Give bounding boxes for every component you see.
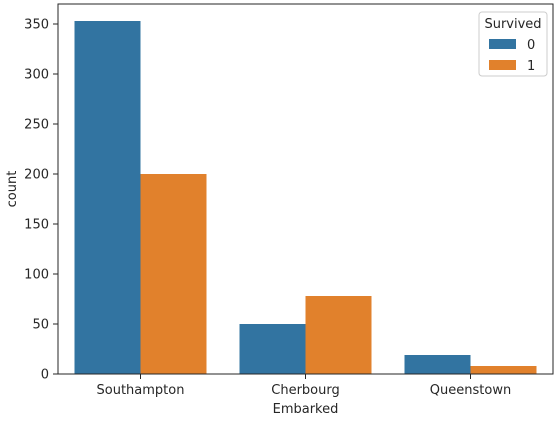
y-tick-label: 300 (24, 68, 49, 83)
x-tick-label-queenstown: Queenstown (430, 383, 511, 398)
legend: Survived 01 (478, 11, 548, 77)
y-tick-label: 50 (32, 318, 49, 333)
legend-swatch-0 (489, 39, 516, 49)
y-axis: 0 50 100 150 200 250 300 350 (24, 18, 58, 383)
legend-label-1: 1 (527, 59, 535, 74)
legend-swatch-1 (489, 60, 516, 70)
bar-southampton-survived-1 (140, 174, 207, 374)
legend-items: 01 (489, 38, 535, 74)
x-axis: Southampton Cherbourg Queenstown (97, 374, 511, 398)
bar-southampton-survived-0 (74, 21, 141, 374)
bar-queenstown-survived-0 (404, 355, 471, 374)
y-tick-label: 250 (24, 118, 49, 133)
x-tick-label-cherbourg: Cherbourg (271, 383, 339, 398)
y-tick-label: 200 (24, 168, 49, 183)
bar-queenstown-survived-1 (470, 366, 537, 374)
bar-cherbourg-survived-1 (305, 296, 372, 374)
y-axis-label: count (5, 171, 20, 208)
y-tick-label: 350 (24, 18, 49, 33)
legend-title: Survived (484, 17, 541, 32)
bar-cherbourg-survived-0 (239, 324, 306, 374)
y-tick-label: 150 (24, 218, 49, 233)
legend-label-0: 0 (527, 38, 535, 53)
x-axis-label: Embarked (273, 402, 339, 417)
y-tick-label: 0 (41, 368, 49, 383)
x-tick-label-southampton: Southampton (97, 383, 185, 398)
y-tick-label: 100 (24, 268, 49, 283)
bars-group (74, 21, 537, 374)
